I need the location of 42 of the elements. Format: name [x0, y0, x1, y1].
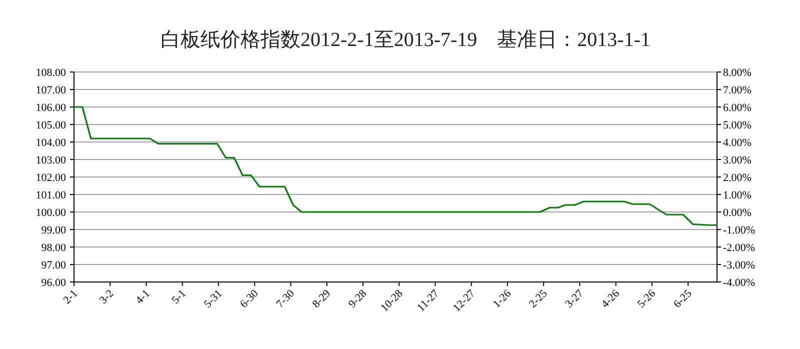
- y2-tick-label: -2.00%: [723, 242, 756, 254]
- y2-tick-label: 4.00%: [723, 137, 752, 149]
- y-tick-label: 107.00: [36, 84, 66, 96]
- y-tick-label: 97.00: [41, 260, 66, 272]
- x-tick-label: 3-2: [97, 288, 116, 306]
- y-tick-label: 106.00: [36, 102, 66, 114]
- x-tick-label: 7-30: [274, 287, 298, 310]
- y-tick-label: 102.00: [36, 172, 66, 184]
- y2-tick-label: 8.00%: [723, 67, 752, 79]
- x-tick-label: 2-1: [61, 288, 80, 306]
- y2-tick-label: -4.00%: [723, 277, 756, 289]
- y-tick-label: 104.00: [36, 137, 66, 149]
- x-tick-label: 6-25: [671, 287, 695, 310]
- x-tick-label: 4-26: [599, 287, 622, 310]
- y-tick-label: 101.00: [36, 190, 66, 202]
- y-tick-label: 103.00: [36, 154, 66, 166]
- y-tick-label: 105.00: [36, 120, 66, 132]
- x-tick-label: 1-26: [490, 287, 514, 310]
- chart-title: 白板纸价格指数2012-2-1至2013-7-19 基准日：2013-1-1: [160, 29, 650, 51]
- x-tick-label: 4-1: [134, 288, 152, 306]
- x-tick-label: 5-26: [635, 287, 658, 310]
- x-tick-label: 6-30: [238, 287, 262, 310]
- y2-tick-label: -1.00%: [723, 224, 756, 236]
- y2-tick-label: 6.00%: [723, 102, 752, 114]
- y-tick-label: 108.00: [36, 67, 66, 79]
- y2-tick-label: 2.00%: [723, 172, 752, 184]
- y2-tick-label: 0.00%: [723, 207, 752, 219]
- y2-tick-label: 5.00%: [723, 120, 752, 132]
- y2-tick-label: -3.00%: [723, 260, 756, 272]
- x-tick-label: 5-1: [170, 288, 188, 306]
- x-tick-label: 2-25: [526, 287, 550, 310]
- y-tick-label: 99.00: [41, 224, 66, 236]
- x-tick-label: 9-28: [346, 287, 370, 310]
- y2-tick-label: 3.00%: [723, 154, 752, 166]
- x-tick-label: 5-31: [202, 288, 225, 310]
- y-tick-label: 100.00: [36, 207, 66, 219]
- y-tick-label: 96.00: [41, 277, 66, 289]
- y2-tick-label: 7.00%: [723, 84, 752, 96]
- y2-tick-label: 1.00%: [723, 190, 752, 202]
- y-tick-label: 98.00: [41, 242, 66, 254]
- x-tick-label: 8-29: [310, 287, 334, 310]
- line-series: [73, 106, 718, 226]
